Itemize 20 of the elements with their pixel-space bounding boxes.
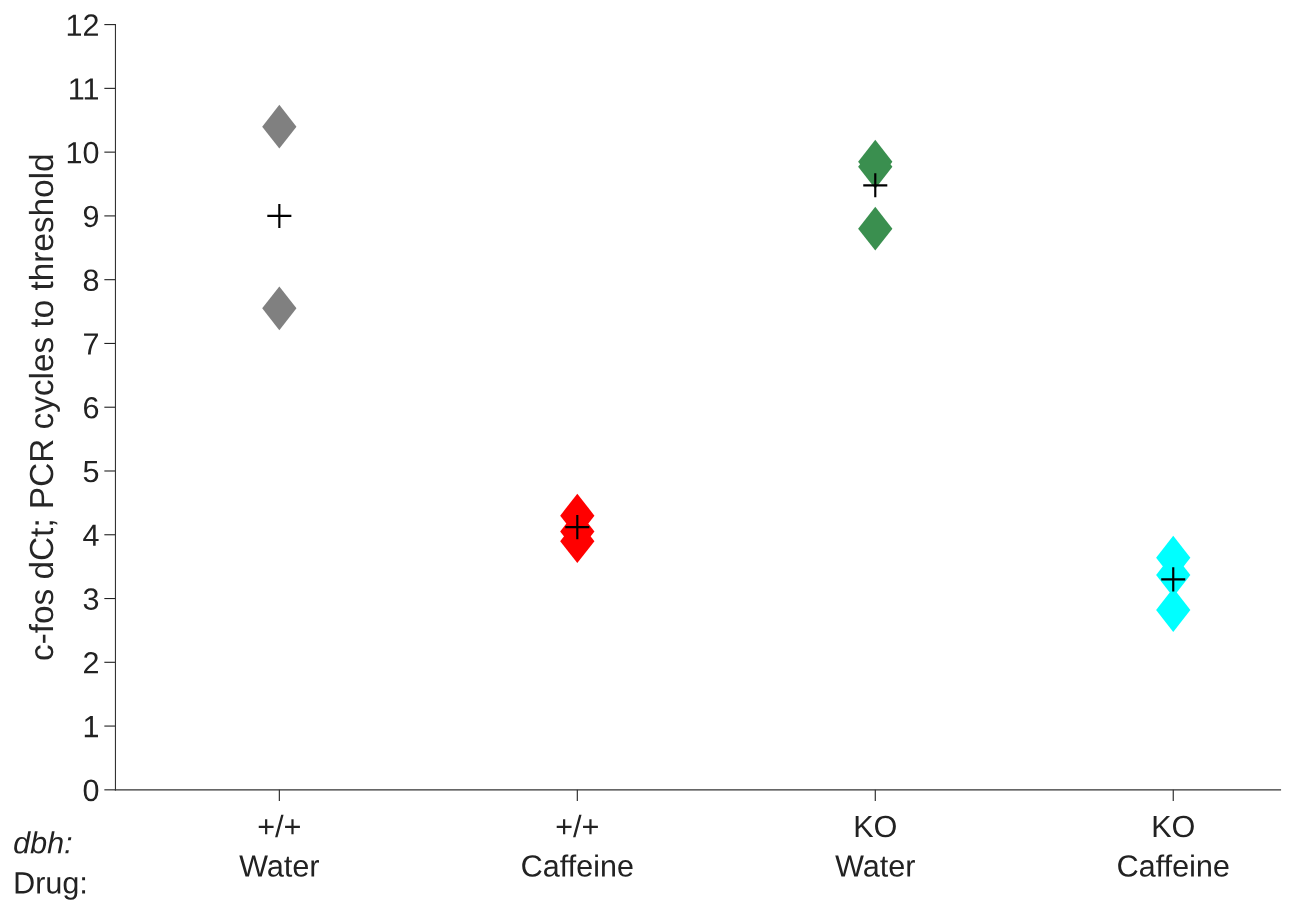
y-tick-label: 0 <box>83 779 99 802</box>
text: Drug: <box>15 872 86 900</box>
y-tick-label: 10 <box>67 141 99 164</box>
y-axis-title: c-fos dCt; PCR cycles to threshold <box>28 155 60 660</box>
y-tick-label: 2 <box>84 652 98 674</box>
x-tick-label: +/+ Water <box>239 814 320 877</box>
y-tick-label: 4 <box>83 524 99 546</box>
y-tick-label: 9 <box>83 205 99 228</box>
y-tick-label: 1 <box>84 716 98 738</box>
x-tick-label: KO Water <box>835 815 915 877</box>
y-tick-label: 3 <box>83 588 99 610</box>
x-tick-label: KO Caffeine <box>1118 815 1229 877</box>
x-tick-label: +/+ Caffeine <box>522 814 633 877</box>
text: dbh: <box>14 831 72 854</box>
y-tick-label: 7 <box>84 333 98 355</box>
y-tick-label: 12 <box>67 14 98 36</box>
y-tick-label: 5 <box>83 461 99 483</box>
y-tick-label: 11 <box>70 78 98 100</box>
y-tick-label: 8 <box>83 269 99 292</box>
y-tick-label: 6 <box>84 396 99 419</box>
